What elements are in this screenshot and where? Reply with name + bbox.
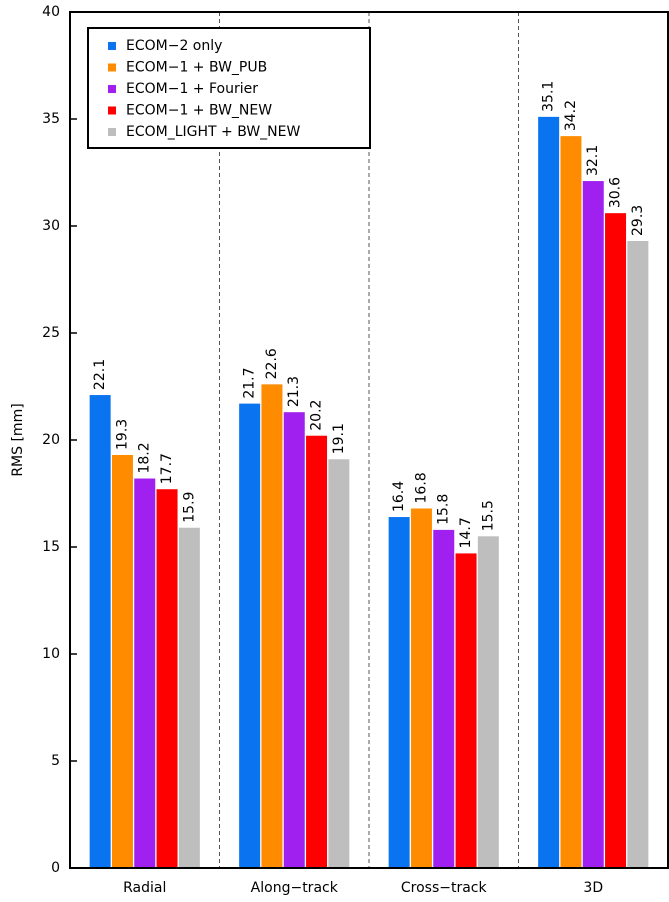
bar	[178, 527, 200, 868]
data-label: 29.3	[630, 205, 646, 236]
bar	[582, 181, 604, 868]
y-tick-label: 35	[42, 111, 60, 127]
data-label: 15.5	[480, 500, 496, 531]
x-tick-label: 3D	[583, 880, 603, 896]
data-label: 32.1	[585, 145, 601, 176]
data-label: 34.2	[563, 100, 579, 131]
bar	[433, 529, 455, 868]
bar	[156, 489, 178, 868]
data-label: 21.7	[242, 367, 258, 398]
x-tick-label: Radial	[123, 880, 166, 896]
y-tick-label: 0	[51, 860, 60, 876]
y-tick-label: 20	[42, 432, 60, 448]
legend-swatch	[108, 85, 116, 93]
legend-label: ECOM−1 + Fourier	[126, 81, 258, 97]
data-label: 22.1	[92, 359, 108, 390]
data-label: 16.8	[413, 472, 429, 503]
legend-swatch	[108, 42, 116, 50]
data-label: 15.9	[181, 492, 197, 523]
x-tick-label: Along−track	[251, 880, 339, 896]
bar	[627, 240, 649, 869]
bar	[560, 136, 582, 868]
data-label: 14.7	[458, 517, 474, 548]
data-label: 22.6	[264, 348, 280, 379]
bar	[477, 536, 499, 868]
bar	[261, 384, 283, 868]
legend-swatch	[108, 106, 116, 115]
data-label: 15.8	[436, 494, 452, 525]
data-label: 20.2	[309, 400, 325, 431]
bar	[306, 435, 328, 868]
legend-label: ECOM−2 only	[126, 38, 222, 54]
bar	[605, 213, 627, 868]
data-label: 18.2	[137, 442, 153, 473]
bar	[328, 459, 350, 868]
x-tick-label: Cross−track	[401, 880, 488, 896]
data-label: 19.1	[331, 423, 347, 454]
bar	[410, 508, 432, 868]
bar	[134, 478, 156, 868]
data-label: 17.7	[159, 453, 175, 484]
bar	[455, 553, 477, 868]
bar	[89, 395, 111, 868]
legend-swatch	[108, 128, 116, 136]
y-tick-label: 10	[42, 646, 60, 662]
bar	[239, 403, 261, 868]
legend-label: ECOM_LIGHT + BW_NEW	[126, 124, 300, 140]
legend-label: ECOM−1 + BW_NEW	[126, 103, 272, 119]
legend-label: ECOM−1 + BW_PUB	[126, 60, 267, 76]
y-tick-label: 30	[42, 218, 60, 234]
bar	[111, 454, 133, 868]
data-label: 35.1	[541, 81, 557, 112]
data-label: 16.4	[391, 481, 407, 512]
legend-swatch	[108, 63, 116, 72]
data-label: 30.6	[608, 177, 624, 208]
y-tick-label: 15	[42, 539, 60, 555]
y-tick-label: 25	[42, 325, 60, 341]
plot-frame	[69, 11, 669, 869]
y-tick-label: 40	[42, 4, 60, 20]
data-label: 21.3	[286, 376, 302, 407]
data-label: 19.3	[114, 419, 130, 450]
bar	[538, 116, 560, 869]
legend-box	[87, 27, 371, 149]
y-tick-label: 5	[51, 753, 60, 769]
bar	[283, 412, 305, 868]
y-axis-label: RMS [mm]	[10, 403, 26, 476]
bar	[388, 517, 410, 868]
